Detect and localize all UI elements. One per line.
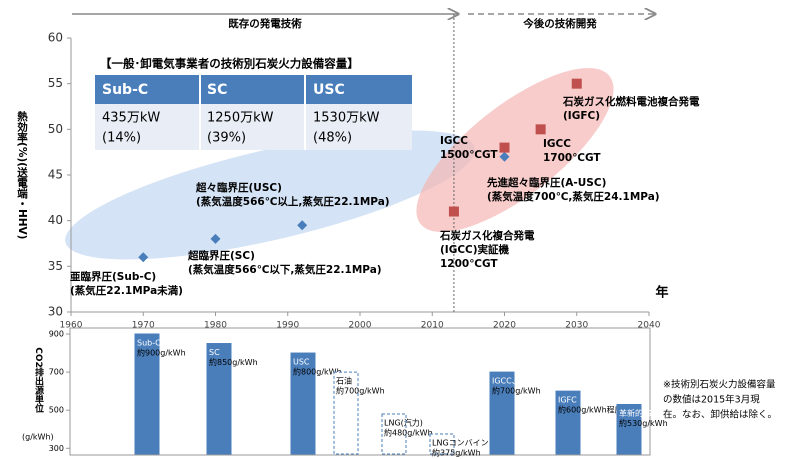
phase-label: 既存の発電技術 [228, 17, 302, 30]
table-cell: 1250万kW [207, 111, 274, 126]
annotation: 先進超々臨界圧(A-USC) [487, 176, 606, 189]
bar-category: 石油 [336, 376, 352, 386]
value-label: 約530g/kWh [619, 418, 668, 428]
x-tick-label: 2020 [493, 321, 516, 331]
table-cell: 435万kW [102, 111, 160, 126]
value-label: 約375g/kWh [432, 448, 481, 458]
annotation: (蒸気圧22.1MPa未満) [70, 284, 183, 297]
x-tick-label: 2010 [421, 321, 444, 331]
phase-label: 今後の技術開発 [522, 17, 597, 30]
bar-category: USC [293, 358, 310, 367]
point [499, 142, 510, 153]
bar-category: 革新的IGCC/IGFC [619, 408, 685, 418]
y-tick-label: 40 [48, 213, 63, 227]
value-label: 約900g/kWh [137, 348, 186, 358]
y-tick-label: 300 [49, 444, 64, 453]
annotation: (蒸気温度566℃以下,蒸気圧22.1MPa) [188, 263, 382, 276]
annotation: IGCC [543, 138, 571, 150]
value-label: 約700g/kWh [336, 386, 385, 396]
annotation: (IGCC)実証機 [440, 243, 510, 256]
annotation: 石炭ガス化複合発電 [439, 229, 535, 242]
y-tick-label: 700 [49, 368, 64, 377]
point [499, 151, 510, 162]
y-axis-label: 熱効率(%)(送電端・HHV) [16, 110, 28, 240]
bar-category: IGFC [558, 396, 577, 405]
value-label: 約850g/kWh [209, 357, 258, 367]
table-cell: (48%) [313, 131, 352, 146]
point [448, 206, 459, 217]
x-tick-label: 2030 [565, 321, 588, 331]
unit-label: (g/kWh) [22, 433, 54, 442]
x-tick-label: 2000 [349, 321, 372, 331]
annotation: 石炭ガス化燃料電池複合発電 [562, 95, 700, 108]
point [571, 78, 582, 89]
note: の数値は2015年3月現 [663, 394, 760, 406]
y-tick-label: 35 [48, 259, 63, 273]
x-axis-label: 年 [655, 285, 668, 301]
bar [429, 433, 455, 455]
x-tick-label: 1970 [132, 321, 155, 331]
point [210, 233, 221, 244]
value-label: 約480g/kWh [384, 428, 433, 438]
table-header-cell: USC [313, 82, 345, 98]
table-body [95, 104, 412, 150]
annotation: 亜臨界圧(Sub-C) [70, 270, 156, 283]
bar-category: LNGコンバインド [432, 439, 497, 448]
annotation: (蒸気温度700℃,蒸気圧24.1MPa) [487, 190, 660, 203]
x-tick-label: 1990 [276, 321, 299, 331]
table-header [95, 75, 412, 104]
bar [381, 413, 407, 455]
y-tick-label: 30 [48, 305, 63, 319]
y-axis-label: CO2排出源単位 [33, 347, 44, 413]
plot-frame [69, 327, 651, 456]
bar [489, 371, 515, 455]
ellipse [65, 130, 475, 260]
x-tick-label: 1960 [60, 321, 83, 331]
annotation: 1200℃GT [440, 258, 498, 270]
bar [206, 343, 232, 455]
value-label: 約700g/kWh [492, 386, 541, 396]
annotation: 超臨界圧(SC) [187, 249, 255, 262]
bar [616, 403, 642, 455]
bar [555, 390, 581, 455]
x-tick-label: 1980 [204, 321, 227, 331]
point [297, 220, 308, 231]
bar-category: Sub-C [137, 339, 161, 348]
bar [134, 333, 160, 455]
y-tick-label: 900 [49, 330, 64, 339]
bar [290, 352, 316, 455]
annotation: (IGFC) [563, 110, 600, 122]
annotation: 1700℃GT [543, 152, 601, 164]
y-tick-label: 50 [48, 122, 63, 136]
y-tick-label: 500 [49, 406, 64, 415]
point [138, 252, 149, 263]
note: 在。なお、卸供給は除く。 [663, 409, 777, 421]
table-title: 【一般･卸電気事業者の技術別石炭火力設備容量】 [100, 57, 359, 71]
table-cell: 1530万kW [313, 111, 380, 126]
bar [333, 371, 359, 455]
table-header-cell: Sub-C [102, 82, 148, 98]
value-label: 約800g/kWh [293, 367, 342, 377]
table-cell: (39%) [207, 131, 246, 146]
note: ※技術別石炭火力設備容量 [663, 379, 776, 391]
point [535, 124, 546, 135]
ellipse [416, 68, 614, 232]
table-cell: (14%) [102, 131, 141, 146]
y-tick-label: 45 [48, 168, 63, 182]
x-tick-label: 2040 [638, 321, 661, 331]
table-header-cell: SC [207, 82, 227, 98]
annotation: (蒸気温度566℃以上,蒸気圧22.1MPa) [196, 195, 390, 208]
annotation: 1500℃GT [440, 149, 498, 161]
annotation: 超々臨界圧(USC) [195, 181, 282, 194]
bar-category: SC [209, 348, 220, 357]
value-label: 約600g/kWh程度 [558, 405, 623, 415]
bar-category: IGCC、A-USC [492, 377, 545, 386]
bar-category: LNG(汽力) [384, 418, 423, 428]
y-tick-label: 55 [48, 76, 63, 90]
annotation: IGCC [440, 135, 468, 147]
y-tick-label: 60 [48, 31, 63, 45]
